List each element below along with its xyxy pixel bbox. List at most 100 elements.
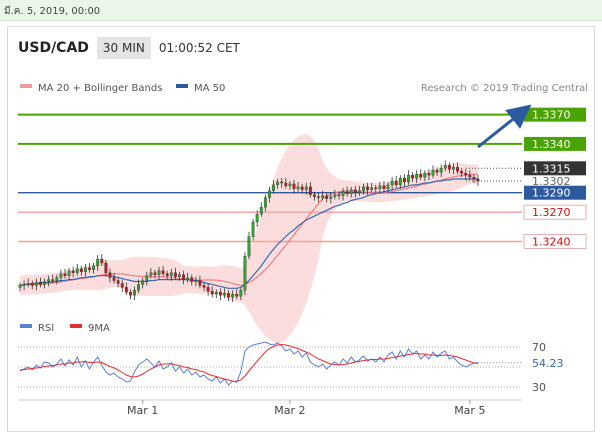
candle-body	[124, 287, 128, 293]
timeframe-button[interactable]: 30 MIN	[96, 37, 151, 59]
level-1-3290-tag	[524, 185, 586, 200]
candle	[79, 265, 83, 276]
candle	[321, 190, 325, 201]
candle-body	[206, 287, 210, 292]
candle-body	[370, 187, 374, 190]
candle-body	[153, 272, 157, 275]
candle	[198, 275, 202, 289]
candle-body	[51, 279, 55, 281]
time-axis-labels: Mar 1 Mar 2 Mar 5	[127, 400, 485, 417]
candle	[362, 183, 365, 195]
candle	[227, 290, 230, 302]
candle-body	[398, 177, 402, 186]
candle-body	[243, 255, 247, 291]
candle-body	[288, 183, 292, 187]
candle	[149, 267, 153, 279]
candle-body	[63, 273, 67, 276]
candle-body	[137, 284, 141, 291]
level-1-3340-tag	[524, 136, 586, 151]
candle	[190, 274, 194, 286]
candle-body	[362, 186, 365, 191]
candle-body	[268, 190, 271, 198]
candle	[456, 162, 459, 175]
candle	[133, 286, 136, 301]
candle	[476, 175, 480, 186]
candle-body	[349, 189, 353, 194]
candle-body	[460, 171, 464, 174]
candle-body	[390, 180, 394, 186]
ma50-legend-label: MA 50	[194, 83, 225, 94]
forecast-arrow	[477, 104, 532, 149]
candle-body	[239, 290, 243, 297]
candle	[235, 289, 239, 300]
candle	[108, 268, 112, 283]
candle	[353, 185, 357, 198]
level-1-3370-tag	[524, 107, 586, 122]
candle	[472, 174, 476, 183]
candle-body	[464, 173, 468, 176]
candle-body	[296, 186, 300, 189]
candle-body	[157, 270, 161, 275]
candle-body	[251, 221, 255, 237]
candle	[468, 170, 472, 181]
candle	[243, 252, 247, 296]
candle-body	[284, 182, 288, 187]
candle-body	[431, 170, 435, 176]
candle-body	[313, 194, 316, 197]
candle-body	[173, 272, 177, 277]
candle-body	[30, 283, 34, 286]
x-tick-label: Mar 1	[127, 404, 158, 417]
candle-body	[402, 177, 406, 183]
clock-label: 01:00:52 CET	[158, 41, 240, 55]
candle-body	[67, 270, 71, 276]
candle-body	[120, 283, 124, 288]
candle	[84, 263, 87, 277]
candle-body	[223, 293, 226, 296]
candle	[394, 176, 398, 188]
candle-body	[337, 194, 341, 196]
candle	[439, 164, 443, 178]
candle-body	[210, 291, 214, 295]
candle	[431, 165, 435, 179]
candle	[206, 283, 210, 297]
candle-body	[255, 214, 259, 223]
x-tick-label: Mar 2	[274, 404, 305, 417]
candle-body	[423, 173, 427, 178]
level-1-3302-label: 1.3302	[532, 175, 571, 188]
rsi-line	[19, 341, 479, 386]
candle	[435, 167, 439, 177]
candle	[423, 170, 427, 181]
candle-body	[231, 294, 235, 298]
candle-body	[280, 181, 284, 184]
level-1-3240-label: 1.3240	[532, 235, 571, 248]
candle-body	[374, 187, 378, 189]
candle	[210, 286, 214, 298]
candle-body	[386, 184, 390, 189]
candle-body	[22, 284, 26, 286]
candle	[18, 282, 22, 292]
candle-body	[321, 195, 325, 198]
candle-body	[329, 196, 333, 199]
candle-body	[235, 294, 239, 297]
candle	[292, 180, 296, 194]
candle	[178, 271, 181, 281]
candle-body	[272, 184, 275, 191]
candle-body	[435, 170, 439, 173]
candle	[104, 260, 108, 277]
candle	[447, 162, 451, 174]
candle-body	[165, 273, 169, 276]
candle-body	[439, 168, 443, 173]
candle	[71, 266, 75, 278]
candle-body	[415, 174, 419, 179]
level-1-3270-tag	[523, 204, 587, 220]
candle	[22, 280, 26, 291]
candle-body	[214, 292, 218, 295]
candle-body	[116, 280, 120, 284]
candles	[18, 160, 480, 302]
candle	[366, 182, 370, 195]
candle-body	[317, 196, 320, 198]
candle	[427, 169, 431, 181]
candle-body	[178, 274, 181, 277]
chart-header: USD/CAD 30 MIN 01:00:52 CET	[15, 35, 240, 61]
